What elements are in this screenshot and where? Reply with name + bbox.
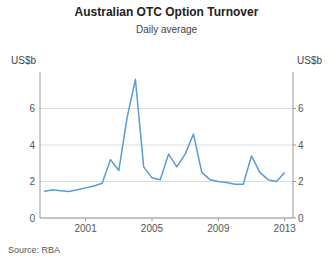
plot-area (44, 79, 285, 191)
chart: Australian OTC Option Turnover Daily aver… (0, 0, 333, 258)
x-tick-label: 2013 (274, 223, 297, 234)
y-tick-label: 2 (29, 176, 35, 187)
title: Australian OTC Option Turnover (75, 5, 259, 19)
source: Source: RBA (8, 245, 60, 255)
grid-line (40, 108, 293, 109)
y2-tick-label: 4 (298, 140, 304, 151)
grid-line (40, 181, 293, 182)
x-tick-label: 2001 (74, 223, 97, 234)
y-tick-label: 0 (29, 213, 35, 224)
y-axis-label: US$b (11, 55, 36, 66)
y2-tick-label: 6 (298, 103, 304, 114)
x-axis-line (40, 218, 293, 219)
x-tick-label: 2005 (141, 223, 164, 234)
y-tick-label: 4 (29, 140, 35, 151)
y-tick-label: 6 (29, 103, 35, 114)
grid-line (40, 145, 293, 146)
grid-line (40, 218, 293, 219)
y2-tick-label: 2 (298, 176, 304, 187)
data-line (44, 79, 285, 191)
y-axis-line (40, 72, 41, 218)
y2-tick-label: 0 (298, 213, 304, 224)
y2-axis-label: US$b (297, 55, 322, 66)
y2-axis-line (293, 72, 294, 218)
subtitle: Daily average (136, 24, 198, 35)
x-tick-label: 2009 (207, 223, 230, 234)
